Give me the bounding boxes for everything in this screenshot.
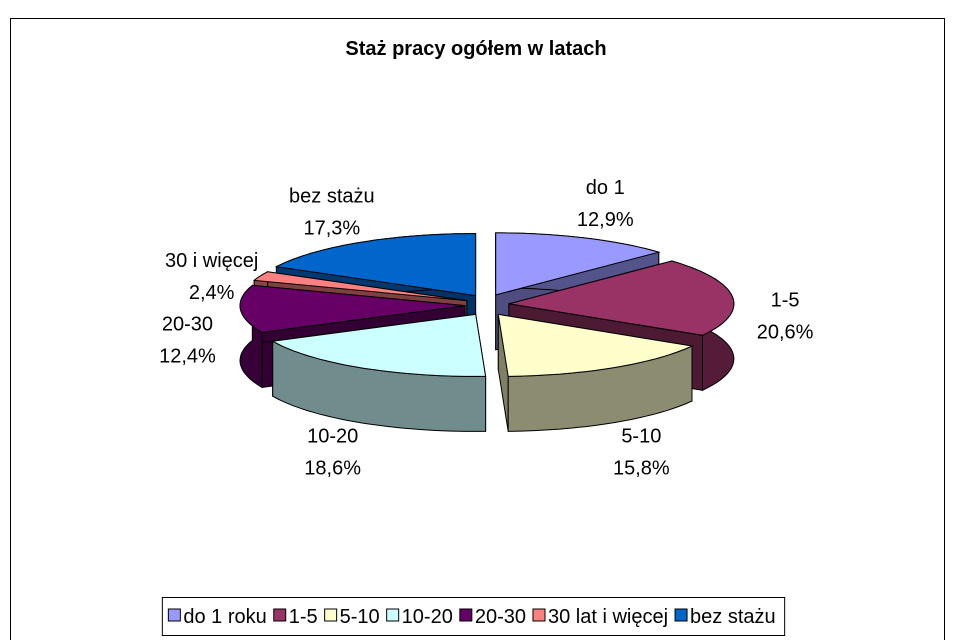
slice bbox=[274, 233, 477, 297]
data-label: 15,8% bbox=[613, 458, 670, 480]
legend-swatch bbox=[386, 608, 400, 622]
data-label: 2,4% bbox=[189, 282, 235, 304]
legend: do 1 roku 1-5 5-10 10-20 20-30 30 lat i więce… bbox=[161, 597, 786, 636]
pie: do 1 12,9% 1-5 20,6% 5-10 15,8% 10-20 18,6% 20-3… bbox=[159, 177, 814, 480]
data-label: 20,6% bbox=[757, 322, 814, 344]
legend-swatch bbox=[324, 608, 338, 622]
legend-label: do 1 roku bbox=[183, 606, 266, 628]
data-label: 12,4% bbox=[159, 345, 216, 367]
slice bbox=[508, 260, 735, 336]
legend-label: 20-30 bbox=[475, 606, 526, 628]
data-label: 18,6% bbox=[304, 458, 361, 480]
data-label-name: 30 i więcej bbox=[165, 250, 258, 272]
data-label-name: do 1 bbox=[586, 177, 625, 199]
slice bbox=[497, 313, 694, 377]
legend-swatch bbox=[273, 608, 287, 622]
legend-swatch bbox=[459, 608, 473, 622]
data-label-name: 20-30 bbox=[162, 313, 213, 335]
legend-swatch bbox=[674, 608, 688, 622]
data-label: 17,3% bbox=[304, 218, 361, 240]
slice bbox=[239, 284, 466, 333]
slice bbox=[252, 271, 467, 302]
data-label: 12,9% bbox=[577, 209, 634, 231]
chart-title: Staż pracy ogółem w latach bbox=[345, 38, 606, 60]
legend-swatch bbox=[532, 608, 546, 622]
data-label-name: 10-20 bbox=[307, 426, 358, 448]
legend-swatch bbox=[167, 608, 181, 622]
slice bbox=[495, 232, 661, 296]
legend-label: bez stażu bbox=[690, 606, 776, 628]
slice bbox=[271, 313, 487, 377]
data-label-name: 5-10 bbox=[621, 426, 661, 448]
legend-label: 10-20 bbox=[402, 606, 453, 628]
legend-label: 5-10 bbox=[340, 606, 380, 628]
legend-label: 1-5 bbox=[289, 606, 318, 628]
data-label-name: bez stażu bbox=[289, 186, 375, 208]
legend-label: 30 lat i więcej bbox=[548, 606, 668, 628]
data-label-name: 1-5 bbox=[771, 290, 800, 312]
